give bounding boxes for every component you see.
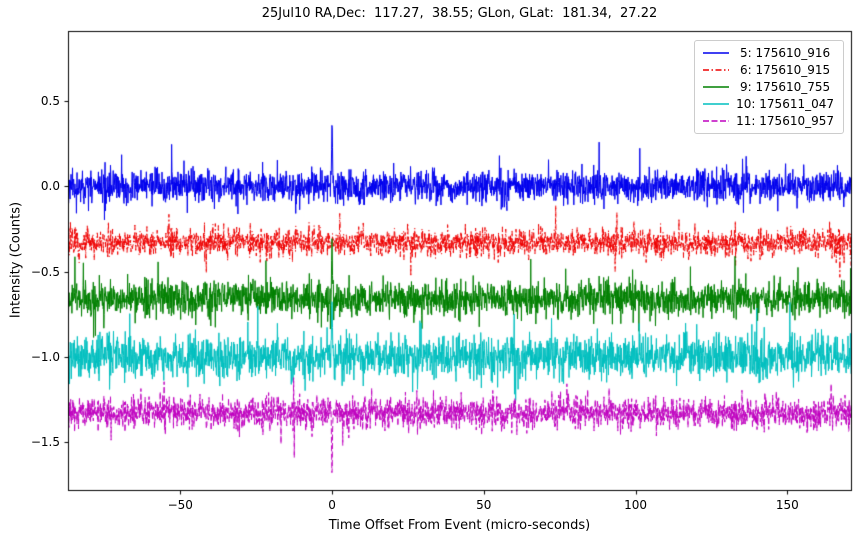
legend-entry-label: 9: 175610_755 <box>736 80 831 94</box>
legend-line-sample-icon <box>703 86 730 88</box>
legend-line-sample-icon <box>703 120 730 122</box>
x-tick-label: −50 <box>167 498 193 512</box>
legend-line-sample-icon <box>703 52 730 54</box>
chart-title: 25Jul10 RA,Dec: 117.27, 38.55; GLon, GLa… <box>261 6 658 21</box>
x-axis-label: Time Offset From Event (micro-seconds) <box>328 518 591 533</box>
y-tick-label: 0.0 <box>40 179 60 194</box>
x-tick-label: 100 <box>624 498 647 512</box>
legend-entry: 10: 175611_047 <box>702 97 834 111</box>
x-tick-label: 150 <box>775 498 799 512</box>
y-tick-label: −0.5 <box>30 264 60 279</box>
legend-line-sample-icon <box>703 69 730 71</box>
legend-entry-label: 5: 175610_916 <box>736 46 831 60</box>
legend-entry-label: 10: 175611_047 <box>736 97 834 111</box>
legend-entry: 5: 175610_916 <box>702 46 834 60</box>
legend-entry: 9: 175610_755 <box>702 80 834 94</box>
x-tick-label: 50 <box>476 498 492 512</box>
x-tick-label: 0 <box>328 498 336 512</box>
legend-line-sample-icon <box>703 103 730 105</box>
y-tick-label: 0.5 <box>40 93 60 108</box>
legend-entry-label: 11: 175610_957 <box>736 114 834 128</box>
legend-entry: 11: 175610_957 <box>702 114 834 128</box>
y-tick-label: −1.0 <box>30 349 60 364</box>
y-axis-label: Intensity (Counts) <box>8 201 24 319</box>
legend-box: 5: 175610_916 6: 175610_915 9: 175610_75… <box>694 40 844 134</box>
legend-entry-label: 6: 175610_915 <box>736 63 831 77</box>
y-tick-label: −1.5 <box>30 435 60 450</box>
legend-entry: 6: 175610_915 <box>702 63 834 77</box>
